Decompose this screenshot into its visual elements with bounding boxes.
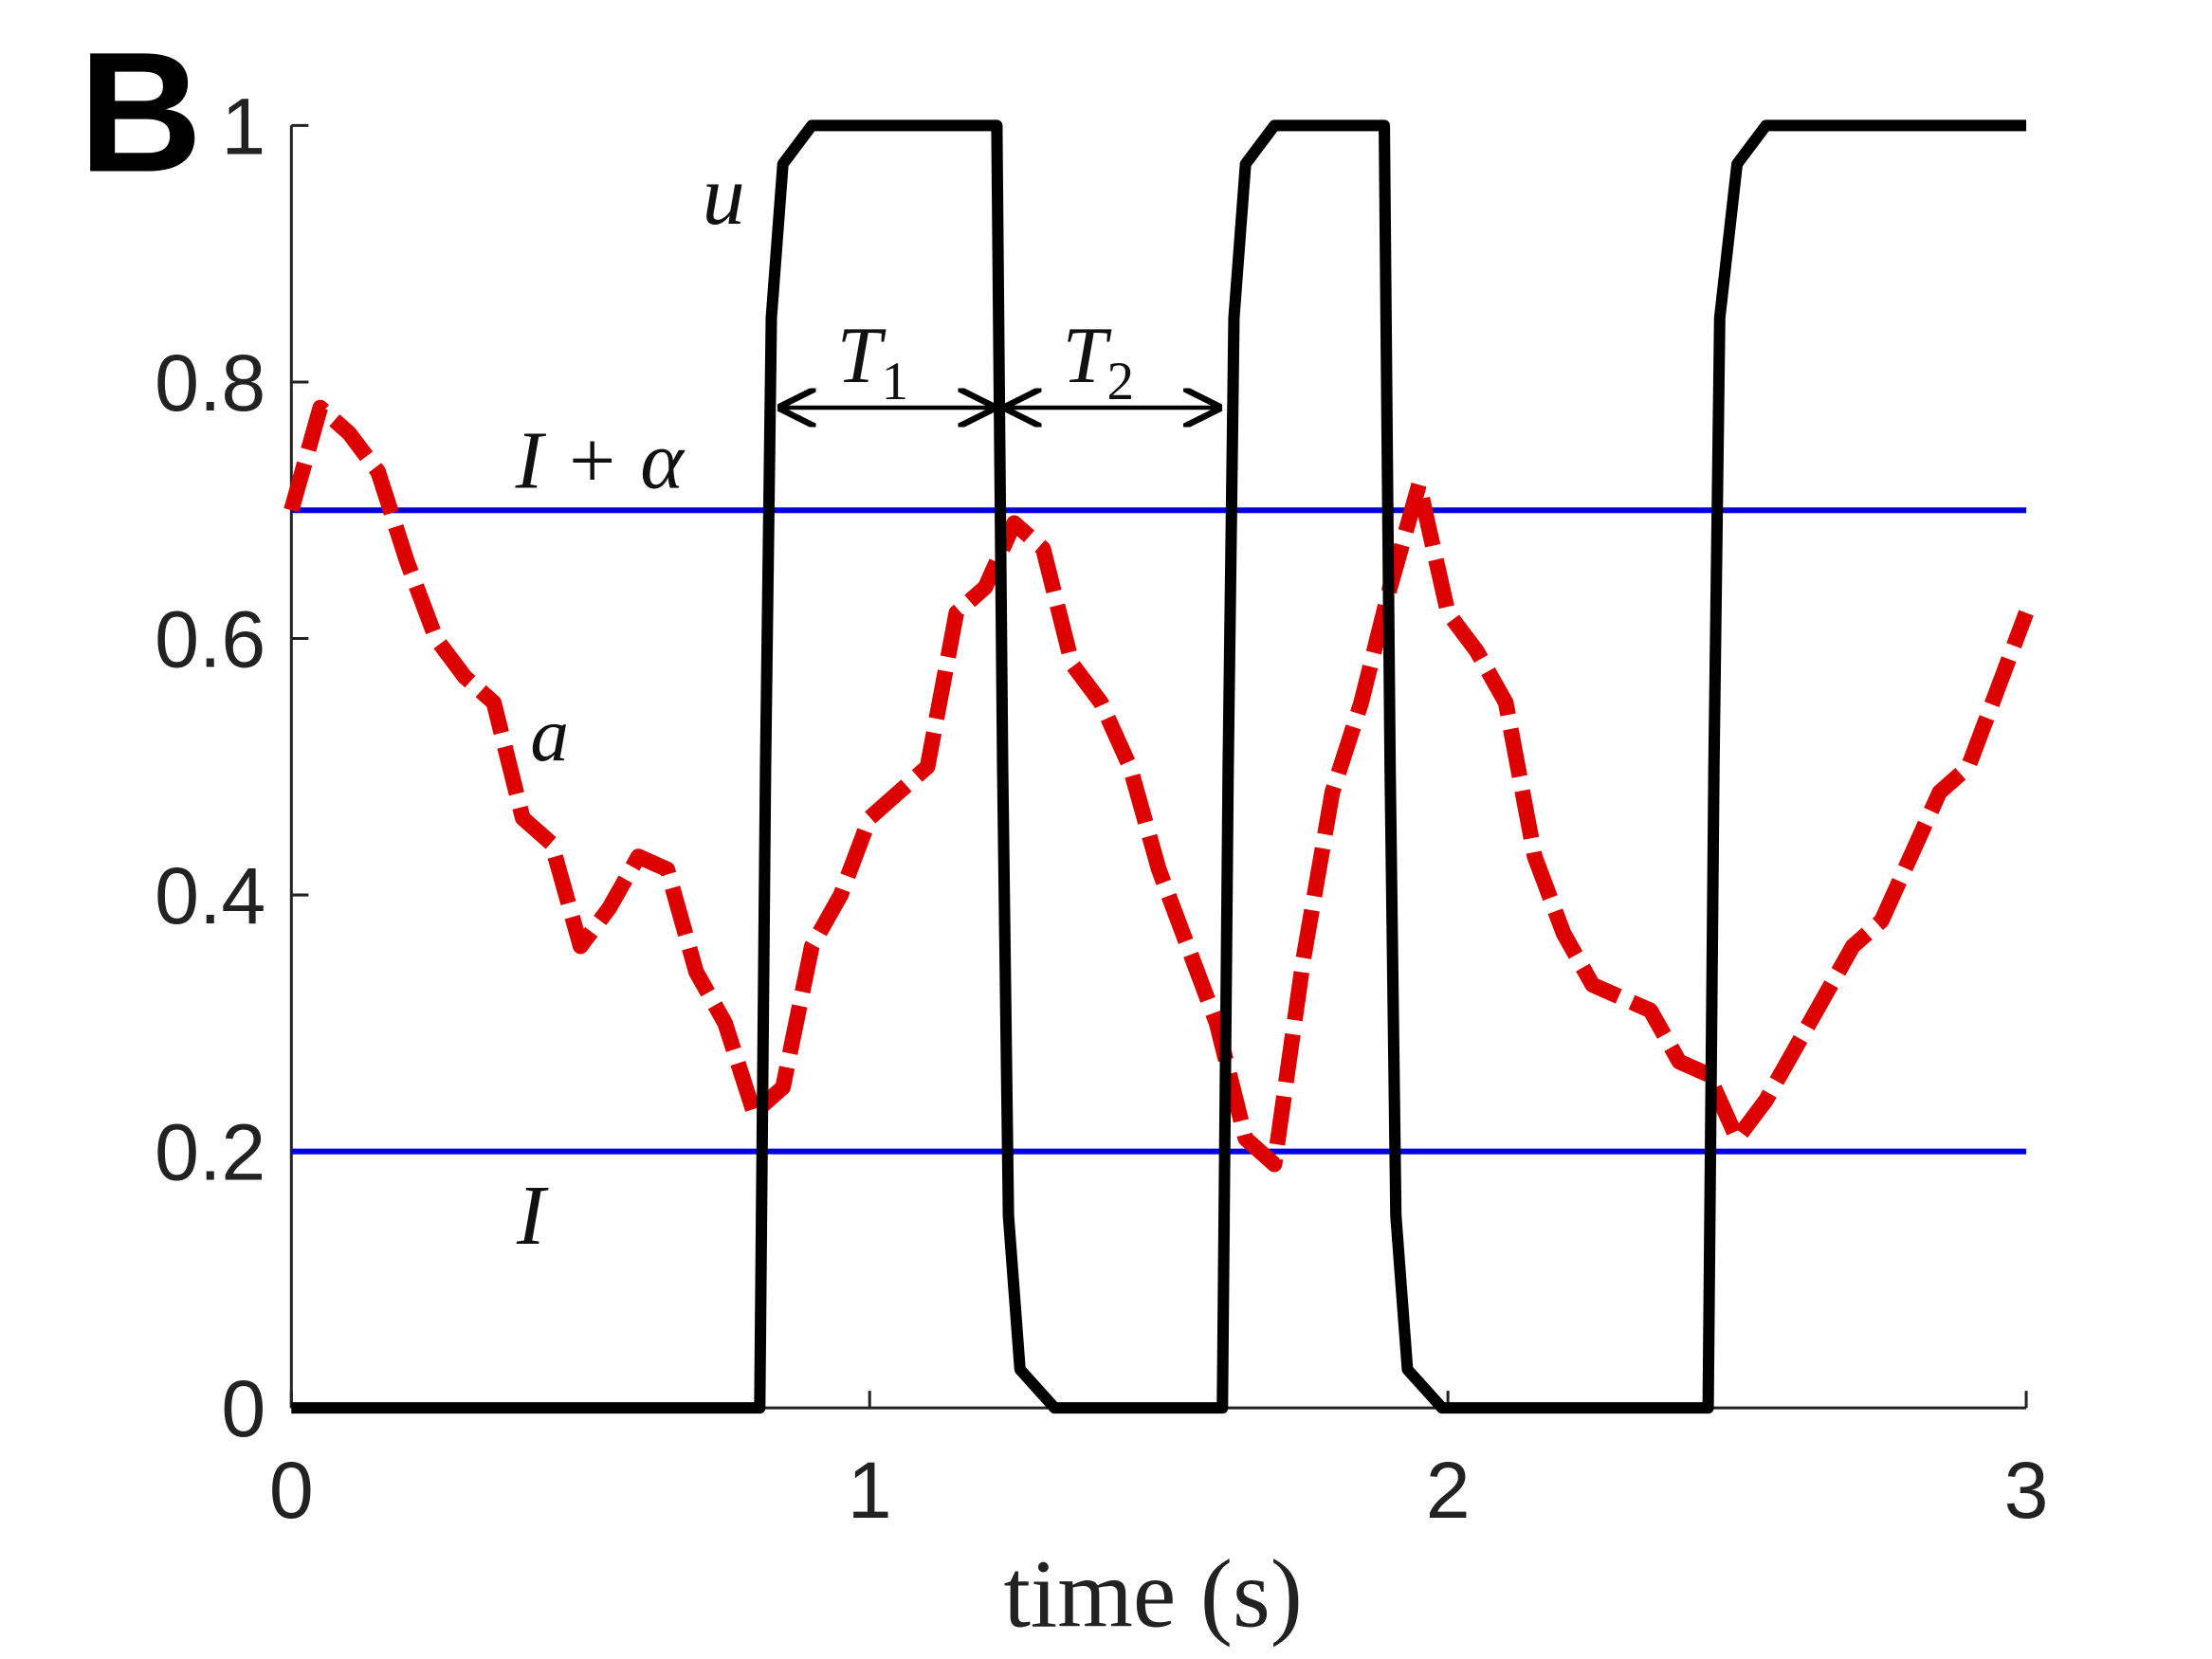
y-tick-label: 0.6: [155, 595, 265, 684]
y-tick-label: 1: [221, 82, 265, 172]
series-line: [283, 399, 2034, 1173]
y-tick-label: 0.2: [155, 1108, 265, 1197]
series-label: I: [516, 1168, 549, 1263]
series-label: I + α: [515, 414, 686, 506]
interval-label-main: T: [837, 312, 887, 400]
interval-label: T1: [837, 312, 908, 411]
interval-label-main: T: [1063, 312, 1112, 400]
interval-label: T2: [1063, 312, 1134, 411]
y-tick-label: 0.4: [155, 851, 265, 940]
interval-label-sub: 1: [882, 352, 909, 411]
x-axis-label: time (s): [1003, 1540, 1302, 1648]
x-tick-label: 3: [2004, 1446, 2049, 1535]
y-tick-label: 0: [221, 1364, 265, 1453]
y-tick-label: 0.8: [155, 338, 265, 428]
x-tick-label: 2: [1426, 1446, 1471, 1535]
series-label: u: [703, 148, 745, 243]
series-label: a: [530, 692, 569, 777]
interval-label-sub: 2: [1106, 352, 1134, 411]
x-tick-label: 0: [269, 1446, 314, 1535]
panel-label: B: [79, 18, 202, 209]
series-line: [291, 119, 2027, 1414]
x-tick-label: 1: [848, 1446, 892, 1535]
